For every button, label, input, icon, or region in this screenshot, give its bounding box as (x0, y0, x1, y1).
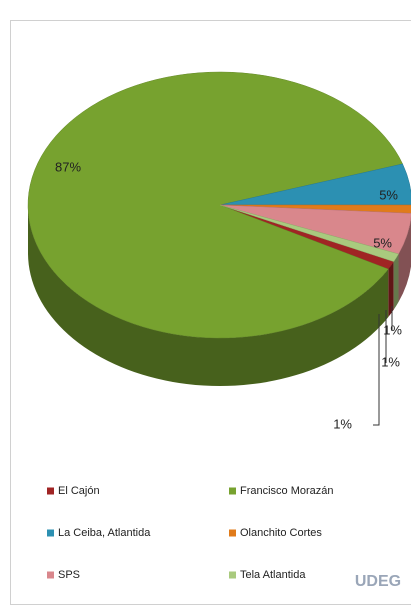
data-label: 1% (383, 322, 402, 337)
data-label: 87% (55, 159, 81, 174)
data-label: 1% (381, 354, 400, 369)
logo: UDEG (355, 573, 401, 590)
legend-label: Olanchito Cortes (240, 527, 322, 539)
pie-slice (219, 163, 411, 206)
pie-slice (27, 71, 403, 339)
pie-side (398, 218, 411, 302)
legend-swatch (47, 571, 54, 579)
pie-side (393, 253, 399, 310)
legend-label: Francisco Morazán (240, 485, 334, 497)
data-label: 1% (333, 416, 352, 431)
legend-label: SPS (58, 569, 80, 581)
leader-line (373, 314, 380, 426)
pie-side (28, 205, 389, 386)
legend-swatch (229, 487, 236, 495)
legend-label: El Cajón (58, 485, 100, 497)
data-label: 5% (379, 187, 398, 202)
legend-label: La Ceiba, Atlantida (58, 527, 151, 539)
legend-swatch (229, 571, 236, 579)
legend-swatch (47, 487, 54, 495)
data-label: 5% (373, 235, 392, 250)
legend-swatch (47, 529, 54, 537)
pie-slice (219, 204, 399, 262)
legend-label: Tela Atlantida (240, 569, 306, 581)
legend-swatch (229, 529, 236, 537)
pie-side (388, 261, 394, 318)
